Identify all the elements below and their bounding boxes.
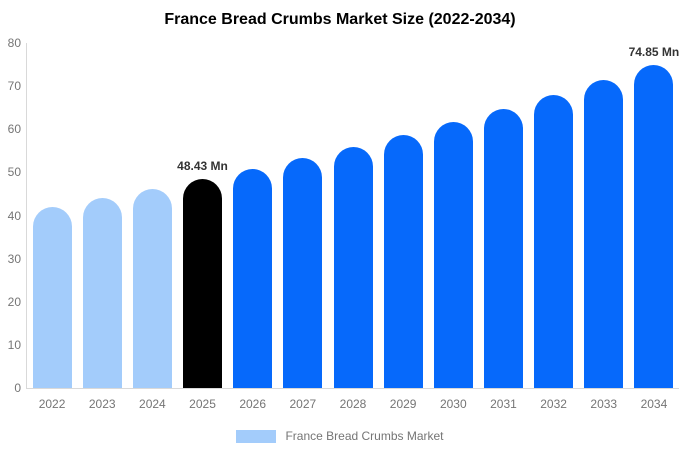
bar-2034: 2034 74.85 Mn (629, 45, 680, 411)
bar-2026: 2026 (233, 168, 273, 411)
y-tick-label: 50 (7, 165, 21, 180)
x-tick-label-2033: 2033 (590, 397, 618, 411)
bar-2033: 2033 (584, 80, 624, 411)
legend-item[interactable]: France Bread Crumbs Market (0, 429, 680, 443)
y-tick-label: 0 (14, 381, 21, 395)
bar-2032: 2032 (534, 94, 574, 411)
bar-2030: 2030 (433, 121, 473, 411)
y-tick-label: 20 (7, 294, 21, 309)
x-tick-label-2023: 2023 (88, 397, 116, 411)
x-tick-label-2027: 2027 (289, 397, 317, 411)
x-tick-label-2030: 2030 (439, 397, 467, 411)
bar-2029: 2029 (383, 134, 423, 411)
data-label-2025: 48.43 Mn (177, 159, 228, 174)
y-tick-label: 60 (7, 122, 21, 137)
y-tick-label: 10 (7, 337, 21, 352)
bar-2025: 2025 48.43 Mn (177, 159, 228, 411)
x-tick-label-2028: 2028 (339, 397, 367, 411)
x-tick-label-2031: 2031 (490, 397, 517, 411)
x-tick-label-2034: 2034 (640, 397, 668, 411)
x-tick-label-2029: 2029 (389, 397, 417, 411)
bar-2028: 2028 (333, 146, 373, 411)
x-tick-label-2022: 2022 (38, 397, 66, 411)
legend-label: France Bread Crumbs Market (285, 429, 444, 443)
legend-swatch (236, 429, 277, 443)
y-tick-label: 30 (7, 251, 21, 266)
bar-2023: 2023 (82, 198, 122, 411)
x-tick-label-2024: 2024 (139, 397, 166, 411)
chart-title: France Bread Crumbs Market Size (2022-20… (164, 11, 516, 28)
data-label-2034: 74.85 Mn (628, 45, 680, 60)
bar-2022: 2022 (32, 207, 72, 411)
y-tick-label: 80 (7, 36, 21, 50)
bar-2027: 2027 (283, 157, 323, 411)
y-tick-label: 40 (7, 208, 21, 223)
x-tick-label-2025: 2025 (189, 397, 216, 411)
x-tick-label-2032: 2032 (540, 397, 567, 411)
plot-area: 2022 2023 2024 2025 48.43 Mn 2026 2027 2028 2029… (26, 43, 680, 411)
x-tick-label-2026: 2026 (239, 397, 267, 411)
bar-2024: 2024 (132, 189, 172, 411)
bar-2031: 2031 (483, 108, 523, 411)
y-tick-label: 70 (7, 79, 21, 94)
